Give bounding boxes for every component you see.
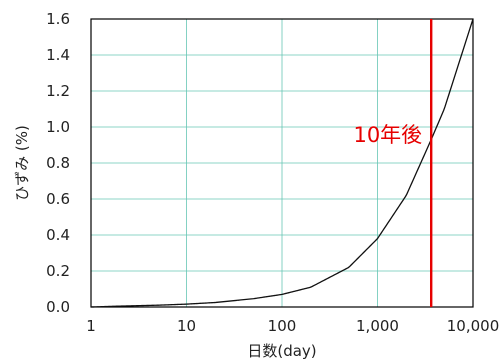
y-tick-label: 0.2: [46, 262, 70, 280]
y-tick-label: 0.6: [46, 190, 70, 208]
x-tick-labels: 1 10 100 1,000 10,000: [86, 317, 499, 335]
x-tick-label: 1,000: [356, 317, 399, 335]
y-tick-label: 1.0: [46, 118, 70, 136]
y-tick-label: 0.8: [46, 154, 70, 172]
y-tick-labels: 0.0 0.2 0.4 0.6 0.8 1.0 1.2 1.4 1.6: [46, 10, 70, 316]
plot-frame: [90, 18, 474, 308]
annotation-layer: 10年後: [353, 19, 433, 307]
x-tick-label: 10,000: [447, 317, 499, 335]
y-tick-label: 0.0: [46, 298, 70, 316]
ten-year-marker-label: 10年後: [353, 123, 422, 147]
x-axis-title: 日数(day): [247, 342, 316, 360]
grid: [90, 18, 474, 308]
y-tick-label: 0.4: [46, 226, 70, 244]
y-tick-label: 1.2: [46, 82, 70, 100]
y-tick-label: 1.4: [46, 46, 70, 64]
x-tick-label: 10: [177, 317, 196, 335]
strain-curve: [90, 18, 474, 308]
x-tick-label: 100: [268, 317, 297, 335]
x-tick-label: 1: [86, 317, 96, 335]
y-tick-label: 1.6: [46, 10, 70, 28]
series-layer: [90, 18, 474, 308]
y-axis-title: ひずみ (%): [13, 125, 31, 201]
